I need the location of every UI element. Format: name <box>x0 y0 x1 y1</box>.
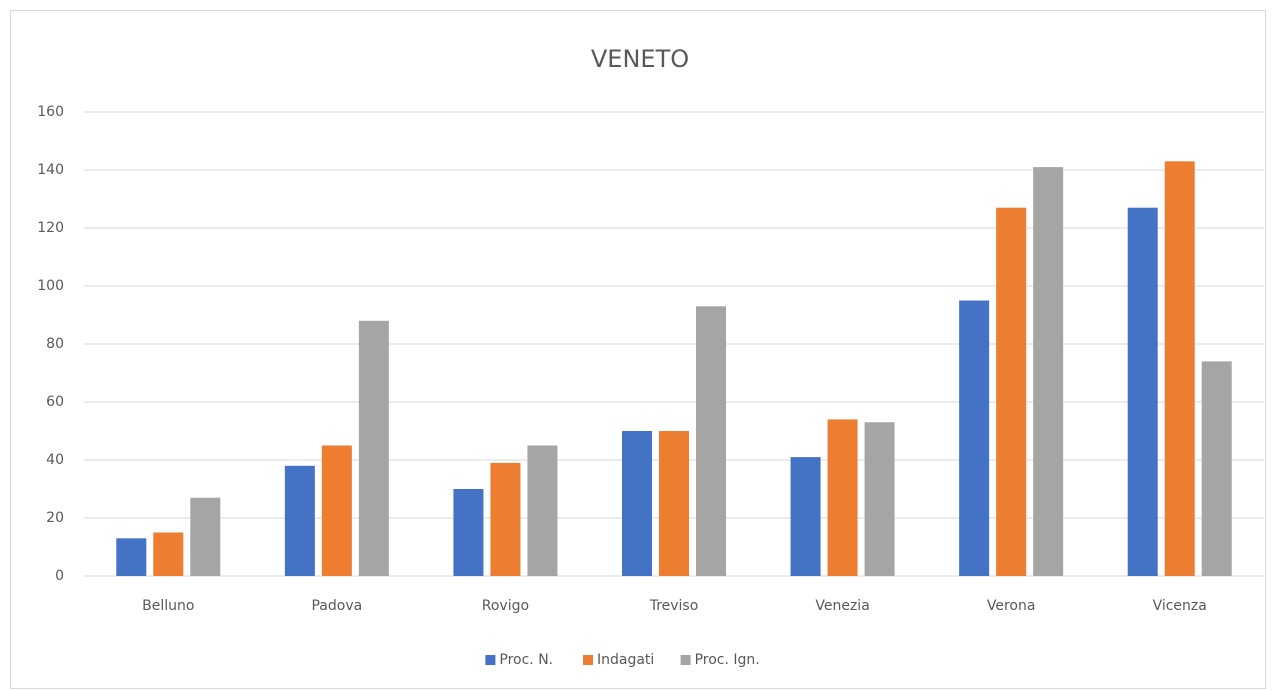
x-tick-label: Venezia <box>815 598 869 614</box>
y-tick-label: 80 <box>46 336 64 352</box>
bar <box>1127 207 1158 576</box>
y-tick-label: 120 <box>37 220 64 236</box>
bar <box>996 207 1027 576</box>
bar <box>490 462 521 576</box>
x-tick-label: Vicenza <box>1153 598 1207 614</box>
bar <box>527 445 558 576</box>
bar <box>1164 161 1195 577</box>
y-tick-label: 160 <box>37 104 64 120</box>
legend-swatch <box>485 655 496 665</box>
chart-title: VENETO <box>591 45 689 73</box>
y-tick-label: 20 <box>46 510 64 526</box>
x-tick-label: Padova <box>311 598 362 614</box>
legend-label: Proc. Ign. <box>695 652 760 668</box>
legend-label: Indagati <box>597 652 654 668</box>
x-tick-label: Treviso <box>649 598 699 614</box>
y-tick-label: 60 <box>46 394 64 410</box>
bar <box>358 320 389 576</box>
bar <box>453 489 484 576</box>
x-tick-label: Rovigo <box>482 598 529 614</box>
legend-swatch <box>680 655 691 665</box>
bar <box>1033 167 1064 576</box>
bar <box>864 422 895 576</box>
bar <box>959 300 990 576</box>
bar <box>321 445 352 576</box>
bar <box>284 465 315 576</box>
bar <box>659 431 689 576</box>
bar <box>622 431 652 576</box>
y-tick-label: 140 <box>37 162 64 178</box>
y-tick-label: 40 <box>46 452 64 468</box>
bar <box>1201 361 1232 576</box>
bar <box>827 419 858 576</box>
bar <box>153 532 184 576</box>
bar <box>190 497 221 576</box>
bar <box>116 538 147 576</box>
y-tick-label: 100 <box>37 278 64 294</box>
bar <box>696 306 726 576</box>
y-tick-label: 0 <box>55 568 64 584</box>
bar <box>790 457 821 576</box>
x-tick-label: Belluno <box>142 598 194 614</box>
legend-swatch <box>583 655 593 665</box>
legend-label: Proc. N. <box>499 652 553 668</box>
x-tick-label: Verona <box>987 598 1036 614</box>
